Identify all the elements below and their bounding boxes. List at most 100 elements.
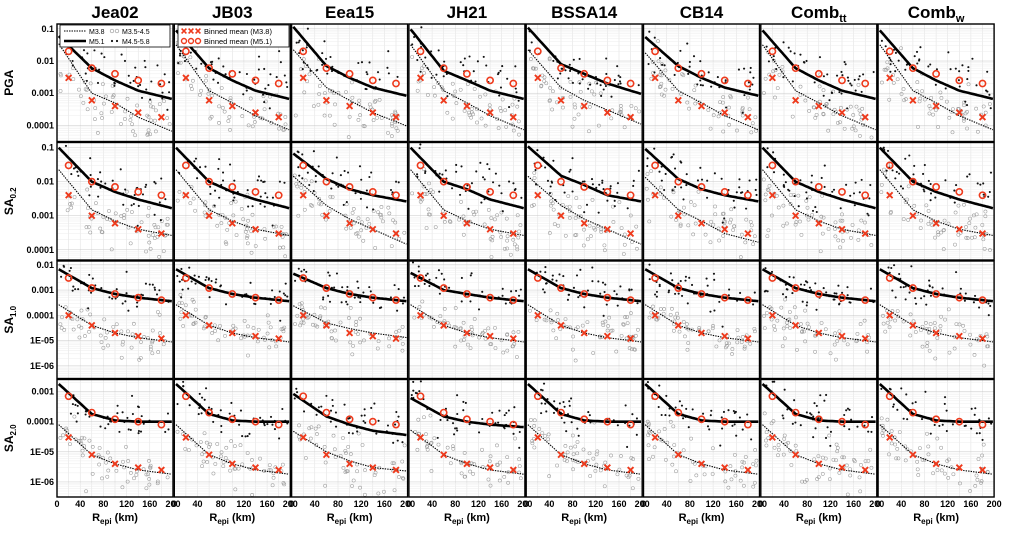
observed-point-m35-45 [104,460,108,465]
observed-point-m35-45 [109,110,114,114]
observed-point-m45-58 [657,406,660,409]
observed-point-m35-45 [459,460,464,464]
observed-point-m35-45 [200,452,204,457]
binned-mean-m51 [861,79,870,88]
observed-point-m35-45 [546,437,551,442]
observed-point-m35-45 [502,246,507,251]
binned-mean-m38 [463,219,471,227]
observed-point-m45-58 [543,291,546,294]
binned-mean-m51 [814,290,823,298]
observed-point-m35-45 [577,214,581,219]
binned-mean-m51 [626,296,635,305]
observed-point-m35-45 [421,184,426,189]
observed-point-m45-58 [832,298,835,301]
observed-point-m45-58 [309,69,312,72]
binned-mean-m38 [251,332,260,340]
observed-point-m45-58 [660,413,663,417]
observed-point-m35-45 [598,468,603,473]
observed-point-m45-58 [545,282,548,285]
binned-mean-m51 [533,161,542,170]
observed-point-m45-58 [428,278,431,281]
observed-point-m35-45 [161,249,166,253]
ytick-label: 0.001 [31,211,54,221]
observed-point-m45-58 [510,290,513,293]
observed-point-m45-58 [242,93,245,96]
observed-point-m45-58 [158,83,162,86]
observed-point-m35-45 [400,341,405,346]
binned-mean-m38 [768,74,776,82]
binned-mean-m51 [932,69,940,78]
observed-point-m45-58 [245,72,249,76]
observed-point-m35-45 [911,319,916,324]
observed-point-m35-45 [71,77,76,82]
observed-point-m35-45 [228,96,233,100]
binned-mean-m38 [65,191,73,199]
observed-point-m45-58 [966,78,969,81]
binned-mean-m51 [205,284,213,292]
observed-point-m45-58 [419,70,422,73]
observed-point-m45-58 [496,73,500,76]
observed-point-m35-45 [899,92,904,96]
observed-point-m45-58 [486,163,489,166]
observed-point-m35-45 [533,66,538,71]
observed-point-m45-58 [805,197,809,200]
observed-point-m45-58 [68,269,71,272]
binned-mean-m51 [697,415,706,424]
observed-point-m35-45 [682,205,686,210]
observed-point-m35-45 [681,448,686,453]
observed-point-m45-58 [891,169,894,172]
observed-point-m35-45 [161,342,166,347]
binned-mean-m51 [814,183,823,191]
observed-point-m35-45 [982,363,987,368]
observed-point-m35-45 [80,317,85,322]
observed-point-m35-45 [848,473,853,478]
observed-point-m45-58 [468,55,471,58]
observed-point-m45-58 [520,196,523,199]
observed-point-m45-58 [786,408,789,411]
observed-point-m45-58 [150,80,153,83]
observed-point-m45-58 [664,172,667,175]
binned-mean-m51 [87,408,96,417]
observed-point-m45-58 [727,409,730,412]
model-curve-m38 [527,49,642,125]
observed-point-m35-45 [270,483,275,488]
observed-point-m35-45 [651,454,655,459]
observed-point-m35-45 [530,204,534,208]
observed-point-m45-58 [179,52,182,55]
observed-point-m35-45 [826,227,831,231]
observed-point-m45-58 [122,203,125,206]
observed-point-m35-45 [102,317,107,322]
observed-point-m45-58 [632,179,635,182]
observed-point-m45-58 [929,199,932,202]
observed-point-m35-45 [317,196,321,201]
observed-point-m35-45 [424,192,429,196]
observed-point-m45-58 [659,57,662,60]
binned-mean-m51 [462,183,471,191]
observed-point-m35-45 [944,99,949,104]
observed-point-m45-58 [264,192,267,195]
observed-point-m35-45 [64,426,68,431]
observed-point-m45-58 [435,73,438,76]
observed-point-m45-58 [613,290,616,293]
observed-point-m35-45 [555,463,559,468]
observed-point-m45-58 [563,405,566,408]
observed-point-m35-45 [165,216,170,221]
observed-point-m35-45 [710,472,715,476]
observed-point-m35-45 [364,226,369,230]
observed-point-m35-45 [587,105,592,109]
observed-point-m35-45 [346,135,351,140]
binned-mean-m38 [486,109,494,117]
observed-point-m45-58 [82,49,86,52]
observed-point-m45-58 [129,81,132,84]
observed-point-m45-58 [127,309,130,312]
observed-point-m35-45 [769,317,774,322]
observed-point-m45-58 [168,81,171,84]
observed-point-m45-58 [588,414,591,417]
observed-point-m45-58 [343,169,346,173]
observed-point-m45-58 [750,438,753,441]
binned-mean-m51 [87,284,96,292]
observed-point-m45-58 [727,294,730,297]
observed-point-m35-45 [215,442,220,446]
observed-point-m35-45 [887,325,892,330]
observed-point-m35-45 [732,224,737,229]
